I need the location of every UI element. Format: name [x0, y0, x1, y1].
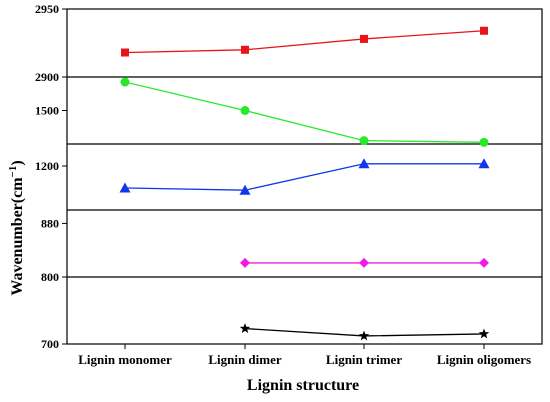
data-point [479, 137, 489, 147]
data-point [239, 184, 251, 195]
y-axis-title-close: ) [9, 160, 26, 165]
data-point [480, 26, 488, 35]
data-point [358, 330, 370, 341]
y-tick-label: 2900 [35, 70, 59, 84]
plot-frame [66, 8, 543, 345]
data-point [241, 45, 249, 54]
data-point [359, 136, 369, 146]
x-axis-title: Lignin structure [247, 377, 359, 394]
y-tick-label: 2950 [35, 2, 59, 16]
x-tick-labels: Lignin monomer Lignin dimer Lignin trimer L… [78, 344, 531, 367]
series-line-1 [124, 81, 485, 143]
series-group [119, 26, 490, 341]
y-tick-label: 880 [41, 216, 59, 230]
series-line-2 [124, 163, 484, 191]
y-tick-label: 1500 [35, 104, 59, 118]
data-point [358, 158, 370, 169]
x-tick-label: Lignin oligomers [437, 352, 531, 367]
data-point [119, 182, 131, 193]
data-point [479, 257, 489, 268]
data-point [478, 158, 490, 169]
y-tick-label: 1200 [35, 159, 59, 173]
series-line-0 [124, 30, 485, 54]
plot-border [66, 8, 543, 345]
x-tick-label: Lignin dimer [208, 352, 282, 367]
data-point [359, 257, 369, 268]
y-tick-label: 800 [41, 270, 59, 284]
x-tick-label: Lignin monomer [78, 352, 172, 367]
data-point [240, 257, 250, 268]
data-point [239, 323, 251, 334]
data-point [360, 34, 368, 43]
data-point [478, 328, 490, 339]
y-ticks: 2950 2900 1500 1200 880 800 700 [35, 2, 67, 351]
y-axis-title: Wavenumber(cm−1) [7, 160, 26, 295]
y-axis-title-sup: −1 [7, 166, 19, 178]
data-point [240, 106, 250, 115]
y-axis-title-main: Wavenumber(cm [9, 177, 26, 296]
data-point [120, 77, 130, 87]
x-tick-label: Lignin trimer [326, 352, 402, 367]
y-tick-label: 700 [41, 337, 59, 351]
data-point [121, 48, 129, 57]
